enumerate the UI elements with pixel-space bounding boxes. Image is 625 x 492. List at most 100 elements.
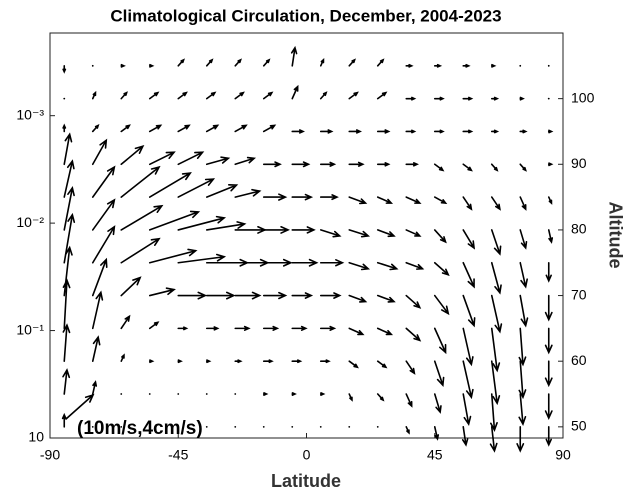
wind-arrow <box>462 163 473 172</box>
wind-arrow <box>462 360 474 400</box>
wind-arrow <box>405 294 422 309</box>
wind-arrow <box>148 91 160 100</box>
wind-arrow <box>518 327 527 367</box>
wind-arrow <box>405 229 422 237</box>
y-tick-label: 10 <box>28 429 44 445</box>
wind-arrow <box>348 129 362 134</box>
wind-arrow <box>148 124 163 133</box>
wind-arrow <box>234 393 237 395</box>
wind-arrow <box>262 425 265 428</box>
wind-arrow <box>547 97 550 100</box>
wind-arrow <box>348 294 368 303</box>
wind-arrow <box>490 327 501 373</box>
wind-arrow <box>291 161 311 168</box>
y2-tick-label: 90 <box>571 155 587 171</box>
wind-arrow <box>462 196 473 211</box>
wind-arrow <box>462 229 476 250</box>
wind-arrow <box>291 292 314 299</box>
wind-arrow <box>120 204 164 231</box>
wind-arrow <box>148 425 151 428</box>
wind-arrow <box>433 96 445 101</box>
wind-arrow <box>91 257 108 297</box>
wind-arrow <box>262 225 290 234</box>
wind-arrow <box>177 253 227 264</box>
wind-arrow <box>490 196 501 211</box>
wind-arrow <box>405 327 422 342</box>
reference-label: (10m/s,4cm/s) <box>77 418 203 439</box>
wind-arrow <box>148 210 201 231</box>
wind-arrow <box>291 129 305 134</box>
wind-arrow <box>148 172 192 198</box>
wind-arrow <box>490 163 499 172</box>
wind-arrow <box>490 229 502 256</box>
wind-arrow <box>262 291 288 300</box>
wind-arrow <box>348 425 351 428</box>
wind-arrow <box>120 165 161 198</box>
wind-arrow <box>177 91 188 100</box>
wind-arrow <box>262 161 282 168</box>
wind-arrow <box>262 124 277 133</box>
wind-arrow <box>148 393 151 395</box>
wind-arrow <box>177 178 216 198</box>
x-tick-label: -45 <box>168 447 188 463</box>
wind-arrow <box>405 360 416 375</box>
wind-arrow <box>234 188 262 198</box>
wind-arrow <box>205 393 208 395</box>
wind-arrow <box>490 96 500 101</box>
wind-arrow <box>461 426 469 447</box>
wind-arrow <box>148 63 155 68</box>
y2-tick-label: 80 <box>571 221 587 237</box>
wind-arrow <box>433 163 445 172</box>
wind-arrow <box>290 45 298 67</box>
wind-arrow <box>519 163 527 172</box>
wind-arrow <box>376 425 379 428</box>
wind-arrow <box>405 129 417 134</box>
wind-arrow <box>291 193 314 201</box>
wind-arrow <box>490 360 501 406</box>
wind-arrow <box>433 294 450 316</box>
wind-arrow <box>234 124 248 133</box>
wind-arrow <box>291 226 316 234</box>
wind-arrow <box>148 359 155 364</box>
wind-arrow <box>234 58 242 67</box>
wind-arrow <box>348 196 368 205</box>
wind-arrow <box>61 412 67 428</box>
wind-arrow <box>547 64 550 67</box>
wind-arrow <box>376 294 396 303</box>
wind-arrow <box>348 360 359 369</box>
wind-arrow <box>489 393 498 432</box>
wind-arrow <box>547 162 554 167</box>
wind-arrow <box>205 156 231 166</box>
wind-arrow <box>519 64 522 67</box>
wind-arrow <box>348 229 371 238</box>
wind-arrow <box>291 425 294 428</box>
wind-arrow <box>91 380 98 395</box>
wind-arrow <box>319 292 342 299</box>
wind-arrow <box>205 326 220 331</box>
wind-arrow <box>544 393 553 420</box>
wind-arrow <box>205 184 239 198</box>
y2-tick-label: 100 <box>571 89 595 105</box>
wind-arrow <box>489 426 498 453</box>
wind-arrow <box>405 426 410 435</box>
wind-arrow <box>319 425 322 428</box>
wind-arrow <box>544 360 553 388</box>
wind-arrow <box>319 392 326 396</box>
wind-arrow <box>405 96 417 101</box>
wind-arrow <box>234 258 270 267</box>
x-tick-label: 90 <box>555 447 571 463</box>
wind-arrow <box>148 248 198 264</box>
wind-arrow <box>177 326 189 331</box>
wind-arrow <box>348 327 365 336</box>
wind-arrow <box>462 129 474 134</box>
wind-arrow <box>319 129 334 134</box>
wind-arrow <box>177 151 205 166</box>
wind-arrow <box>376 229 396 238</box>
wind-arrow <box>262 359 274 364</box>
wind-arrow <box>405 196 422 204</box>
wind-arrow <box>547 129 554 134</box>
wind-arrow <box>433 327 447 355</box>
wind-arrow <box>120 393 123 395</box>
wind-arrow <box>177 215 227 231</box>
y-tick-label: 10⁻³ <box>16 106 44 122</box>
